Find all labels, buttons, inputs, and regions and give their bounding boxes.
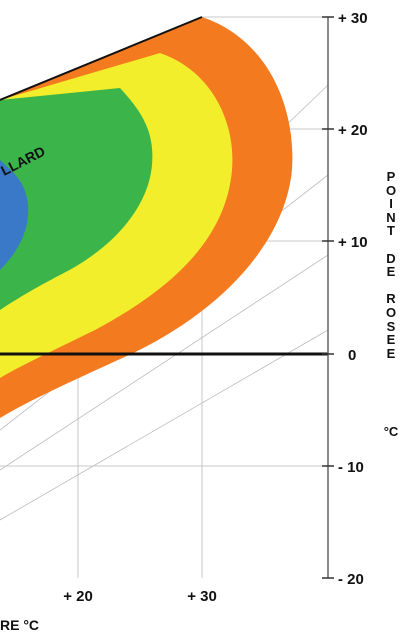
y-axis-title: P O I N T D E R O S E E — [385, 169, 397, 361]
diagonal-line — [0, 329, 329, 521]
saturation-line — [0, 16, 203, 101]
diagonal-line — [0, 254, 329, 471]
x-tick-label-30: + 30 — [187, 588, 217, 605]
y-axis-unit: °C — [383, 424, 399, 439]
zone-green — [0, 88, 153, 310]
y-tick-label-m20: - 20 — [338, 571, 364, 588]
y-tick-label-20: + 20 — [338, 122, 368, 139]
outside-mask — [0, 0, 202, 100]
y-tick-label-10: + 10 — [338, 234, 368, 251]
y-tick-label-0: 0 — [348, 347, 356, 364]
zone-blue — [0, 160, 29, 270]
x-axis-label: RE °C — [0, 617, 39, 633]
y-tick-label-30: + 30 — [338, 10, 368, 27]
x-tick-label-20: + 20 — [63, 588, 93, 605]
y-axis: + 30 + 20 + 10 0 - 10 - 20 — [322, 10, 368, 588]
zones — [0, 17, 293, 418]
x-axis: + 20 + 30 RE °C — [0, 588, 217, 633]
y-tick-label-m10: - 10 — [338, 459, 364, 476]
saturation-boundary — [0, 0, 203, 101]
